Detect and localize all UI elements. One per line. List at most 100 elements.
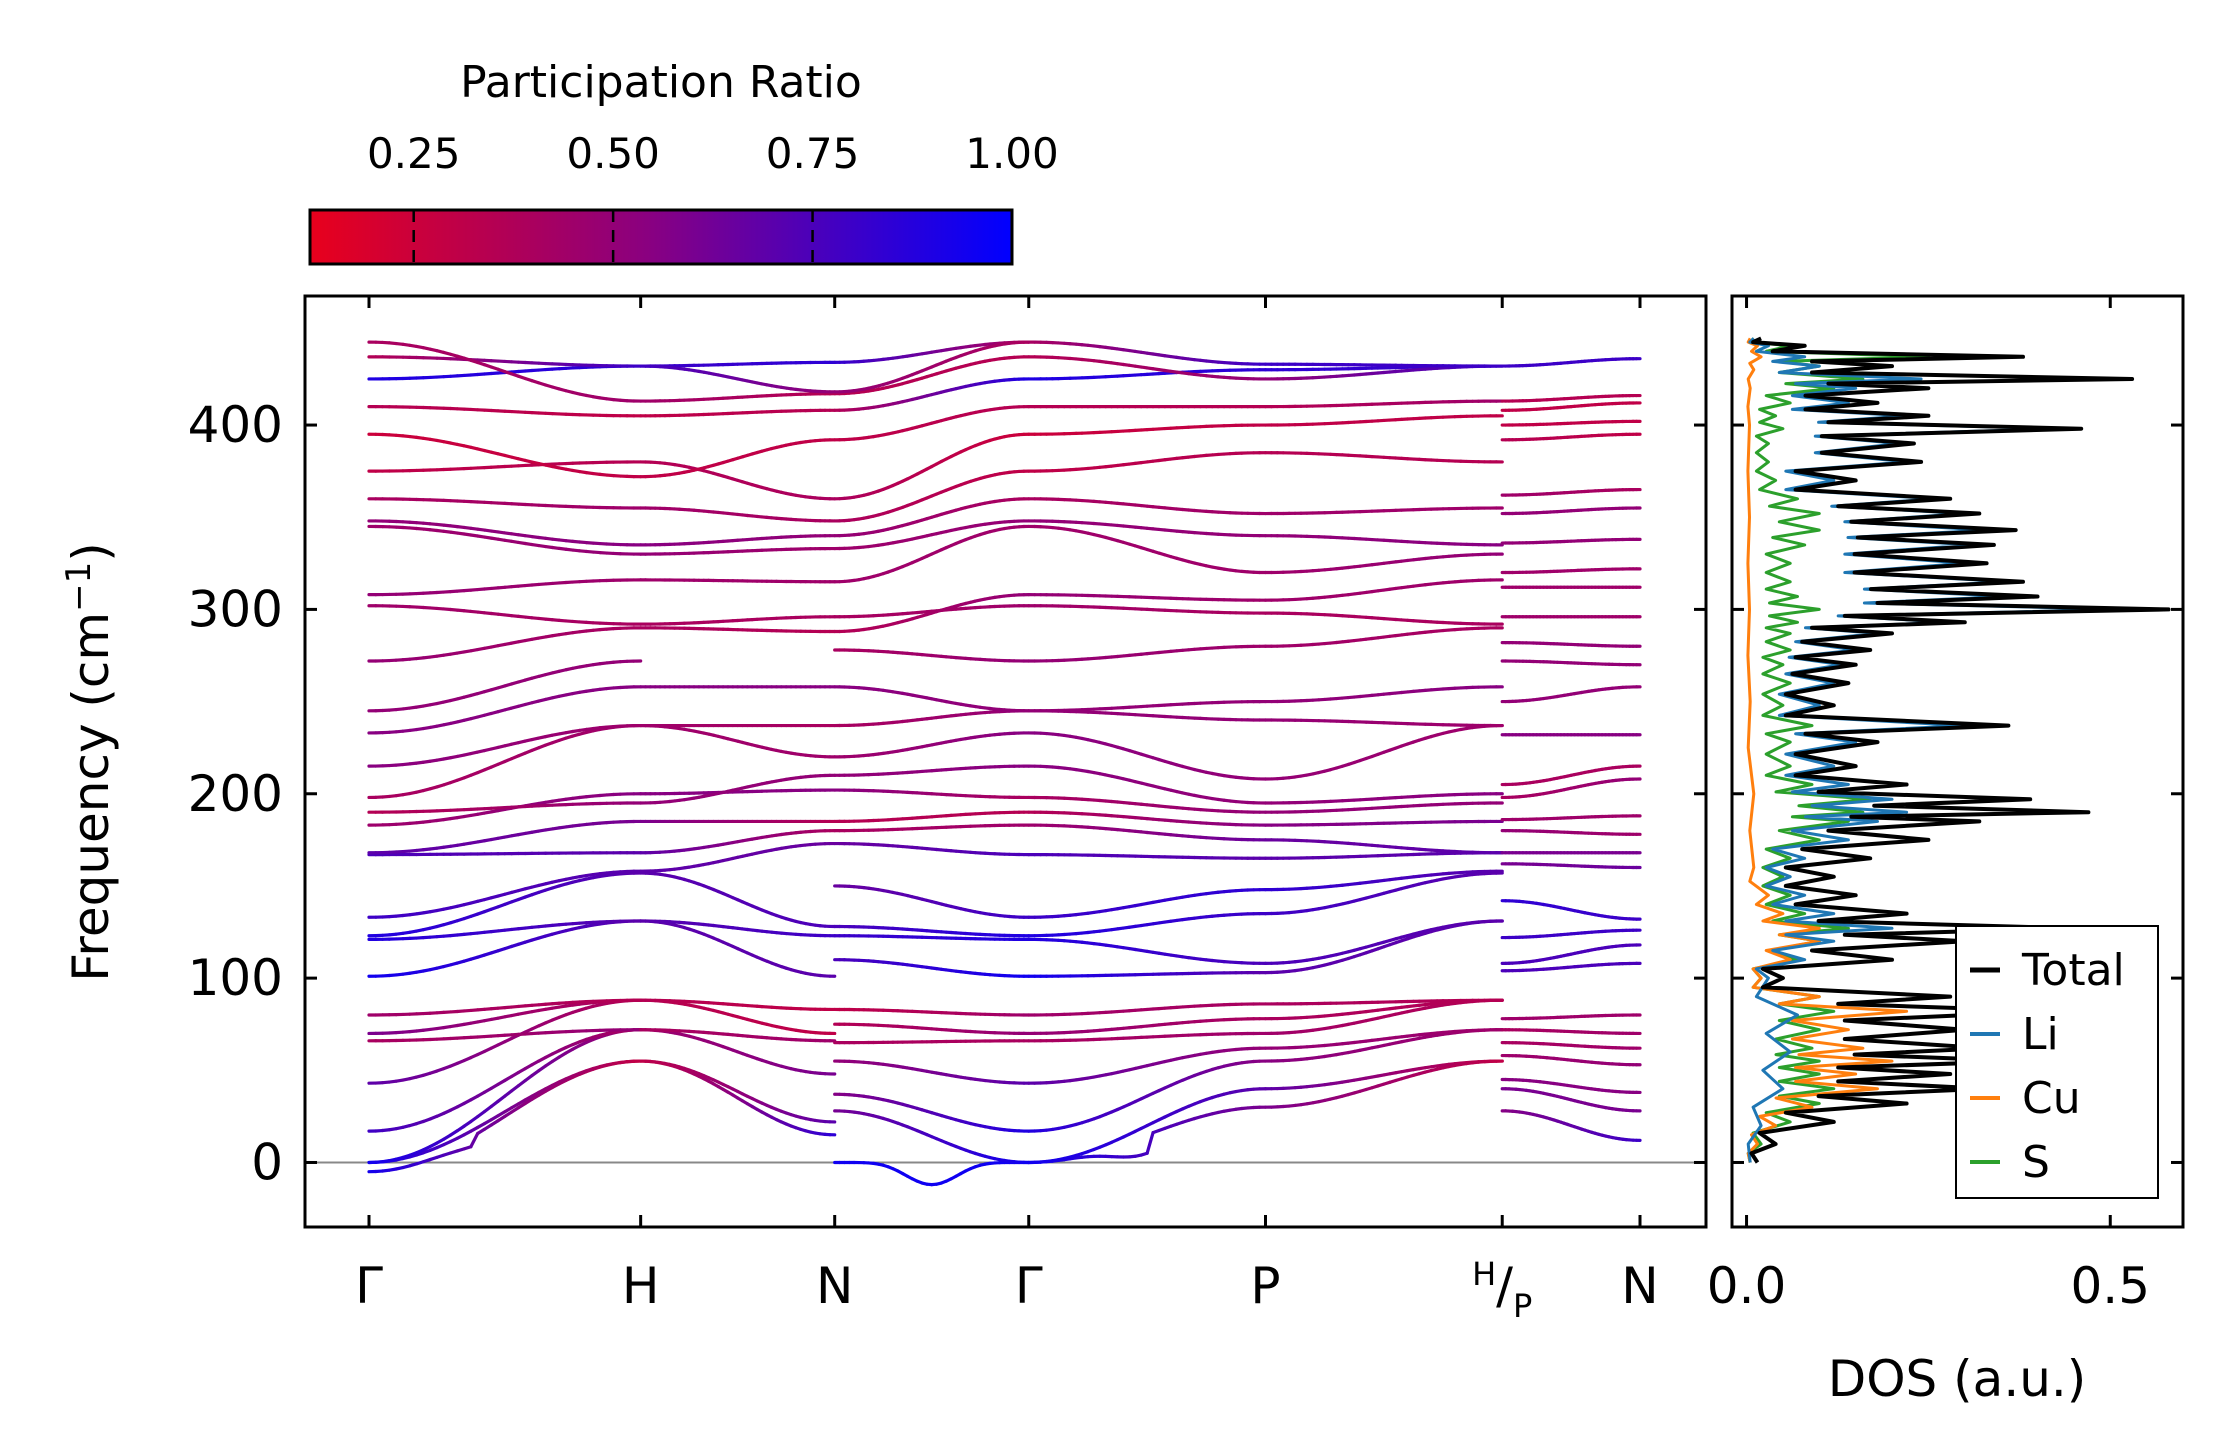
phonon-band <box>833 377 1031 412</box>
phonon-band <box>367 919 643 942</box>
phonon-band <box>367 851 643 857</box>
phonon-band <box>367 604 643 626</box>
phonon-band <box>1027 709 1268 722</box>
colorbar-tick-label: 1.00 <box>965 129 1059 178</box>
band-lines <box>367 340 1642 1187</box>
phonon-band <box>1027 1002 1268 1017</box>
phonon-band <box>833 1109 1031 1165</box>
phonon-band <box>833 1007 1031 1017</box>
phonon-band <box>639 460 837 501</box>
phonon-band <box>367 432 643 479</box>
phonon-band <box>833 731 1031 759</box>
phonon-band <box>639 408 837 418</box>
phonon-band <box>367 524 643 556</box>
phonon-band <box>367 460 643 473</box>
phonon-band <box>833 604 1031 619</box>
colorbar-ticks: 0.25 0.50 0.75 1.00 <box>367 129 1059 264</box>
phonon-band <box>833 340 1031 394</box>
phonon-band <box>1027 451 1268 473</box>
phonon-band <box>639 871 837 929</box>
phonon-band <box>1027 423 1268 436</box>
phonon-band <box>833 1059 1031 1085</box>
phonon-band <box>833 788 1031 800</box>
phonon-band <box>367 340 643 403</box>
phonon-band <box>833 432 1031 501</box>
phonon-band <box>639 841 837 873</box>
phonon-band <box>1027 604 1268 615</box>
phonon-band <box>1027 937 1268 965</box>
phonon-band <box>833 1022 1031 1036</box>
phonon-band <box>367 685 643 735</box>
phonon-band <box>833 593 1031 634</box>
band-segment <box>1145 1131 1155 1155</box>
phonon-band <box>1027 644 1268 663</box>
phonon-band <box>367 519 643 547</box>
phonon-band <box>367 871 643 938</box>
phonon-band <box>367 626 643 663</box>
phonon-band <box>1027 1031 1268 1043</box>
colorbar-tick-label: 0.50 <box>566 129 660 178</box>
phonon-band <box>367 578 643 597</box>
phonon-band <box>639 578 837 584</box>
phonon-band <box>833 685 1031 713</box>
phonon-band <box>639 1028 837 1043</box>
phonon-band <box>639 438 837 479</box>
colorbar-title: Participation Ratio <box>460 57 862 108</box>
phonon-band <box>639 364 837 394</box>
phonon-band <box>833 764 1031 777</box>
phonon-band <box>833 1160 1031 1187</box>
phonon-band <box>367 355 643 368</box>
phonon-band <box>367 1059 643 1165</box>
phonon-band <box>639 919 837 938</box>
phonon-band <box>367 723 643 768</box>
phonon-band <box>639 1059 837 1124</box>
phonon-band <box>1027 823 1268 842</box>
phonon-band <box>639 998 837 1012</box>
phonon-band <box>1027 852 1268 860</box>
phonon-band <box>833 1039 1031 1045</box>
phonon-band <box>833 810 1031 824</box>
phonon-band <box>367 1028 643 1165</box>
phonon-band <box>367 497 643 510</box>
phonon-band <box>833 1092 1031 1133</box>
phonon-band <box>833 958 1031 978</box>
phonon-band <box>367 364 643 381</box>
phonon-band <box>367 723 643 800</box>
phonon-band <box>639 723 837 759</box>
phonon-band <box>1027 970 1268 978</box>
phonon-band <box>367 998 643 1017</box>
phonon-band <box>367 869 643 919</box>
phonon-band <box>367 819 643 855</box>
phonon-band <box>367 792 643 827</box>
phonon-band <box>1027 593 1268 602</box>
phonon-band <box>833 709 1031 728</box>
phonon-band <box>833 405 1031 442</box>
phonon-band <box>1027 1059 1268 1133</box>
phonon-band <box>1027 699 1268 713</box>
band-segment <box>469 1131 480 1149</box>
phonon-band <box>367 1028 643 1043</box>
phonon-band <box>1027 1105 1268 1165</box>
phonon-band <box>639 626 837 634</box>
phonon-band <box>639 360 837 368</box>
phonon-band <box>833 823 1031 833</box>
phonon-band <box>367 405 643 418</box>
phonon-band <box>833 841 1031 857</box>
phonon-band <box>639 615 837 626</box>
phonon-band <box>1027 731 1268 781</box>
phonon-band <box>1027 888 1268 919</box>
phonon-band <box>639 506 837 523</box>
phonon-band <box>639 829 837 855</box>
phonon-band <box>1027 497 1268 516</box>
phonon-band <box>367 919 643 978</box>
phonon-band <box>639 534 837 547</box>
colorbar-tick-label: 0.75 <box>766 129 860 178</box>
colorbar-tick-label: 0.25 <box>367 129 461 178</box>
phonon-band <box>639 392 837 403</box>
phonon-band <box>1027 1017 1268 1036</box>
phonon-band <box>1027 810 1268 827</box>
phonon-band <box>639 773 837 805</box>
colorbar-gradient <box>308 208 1014 266</box>
phonon-band <box>367 659 643 713</box>
